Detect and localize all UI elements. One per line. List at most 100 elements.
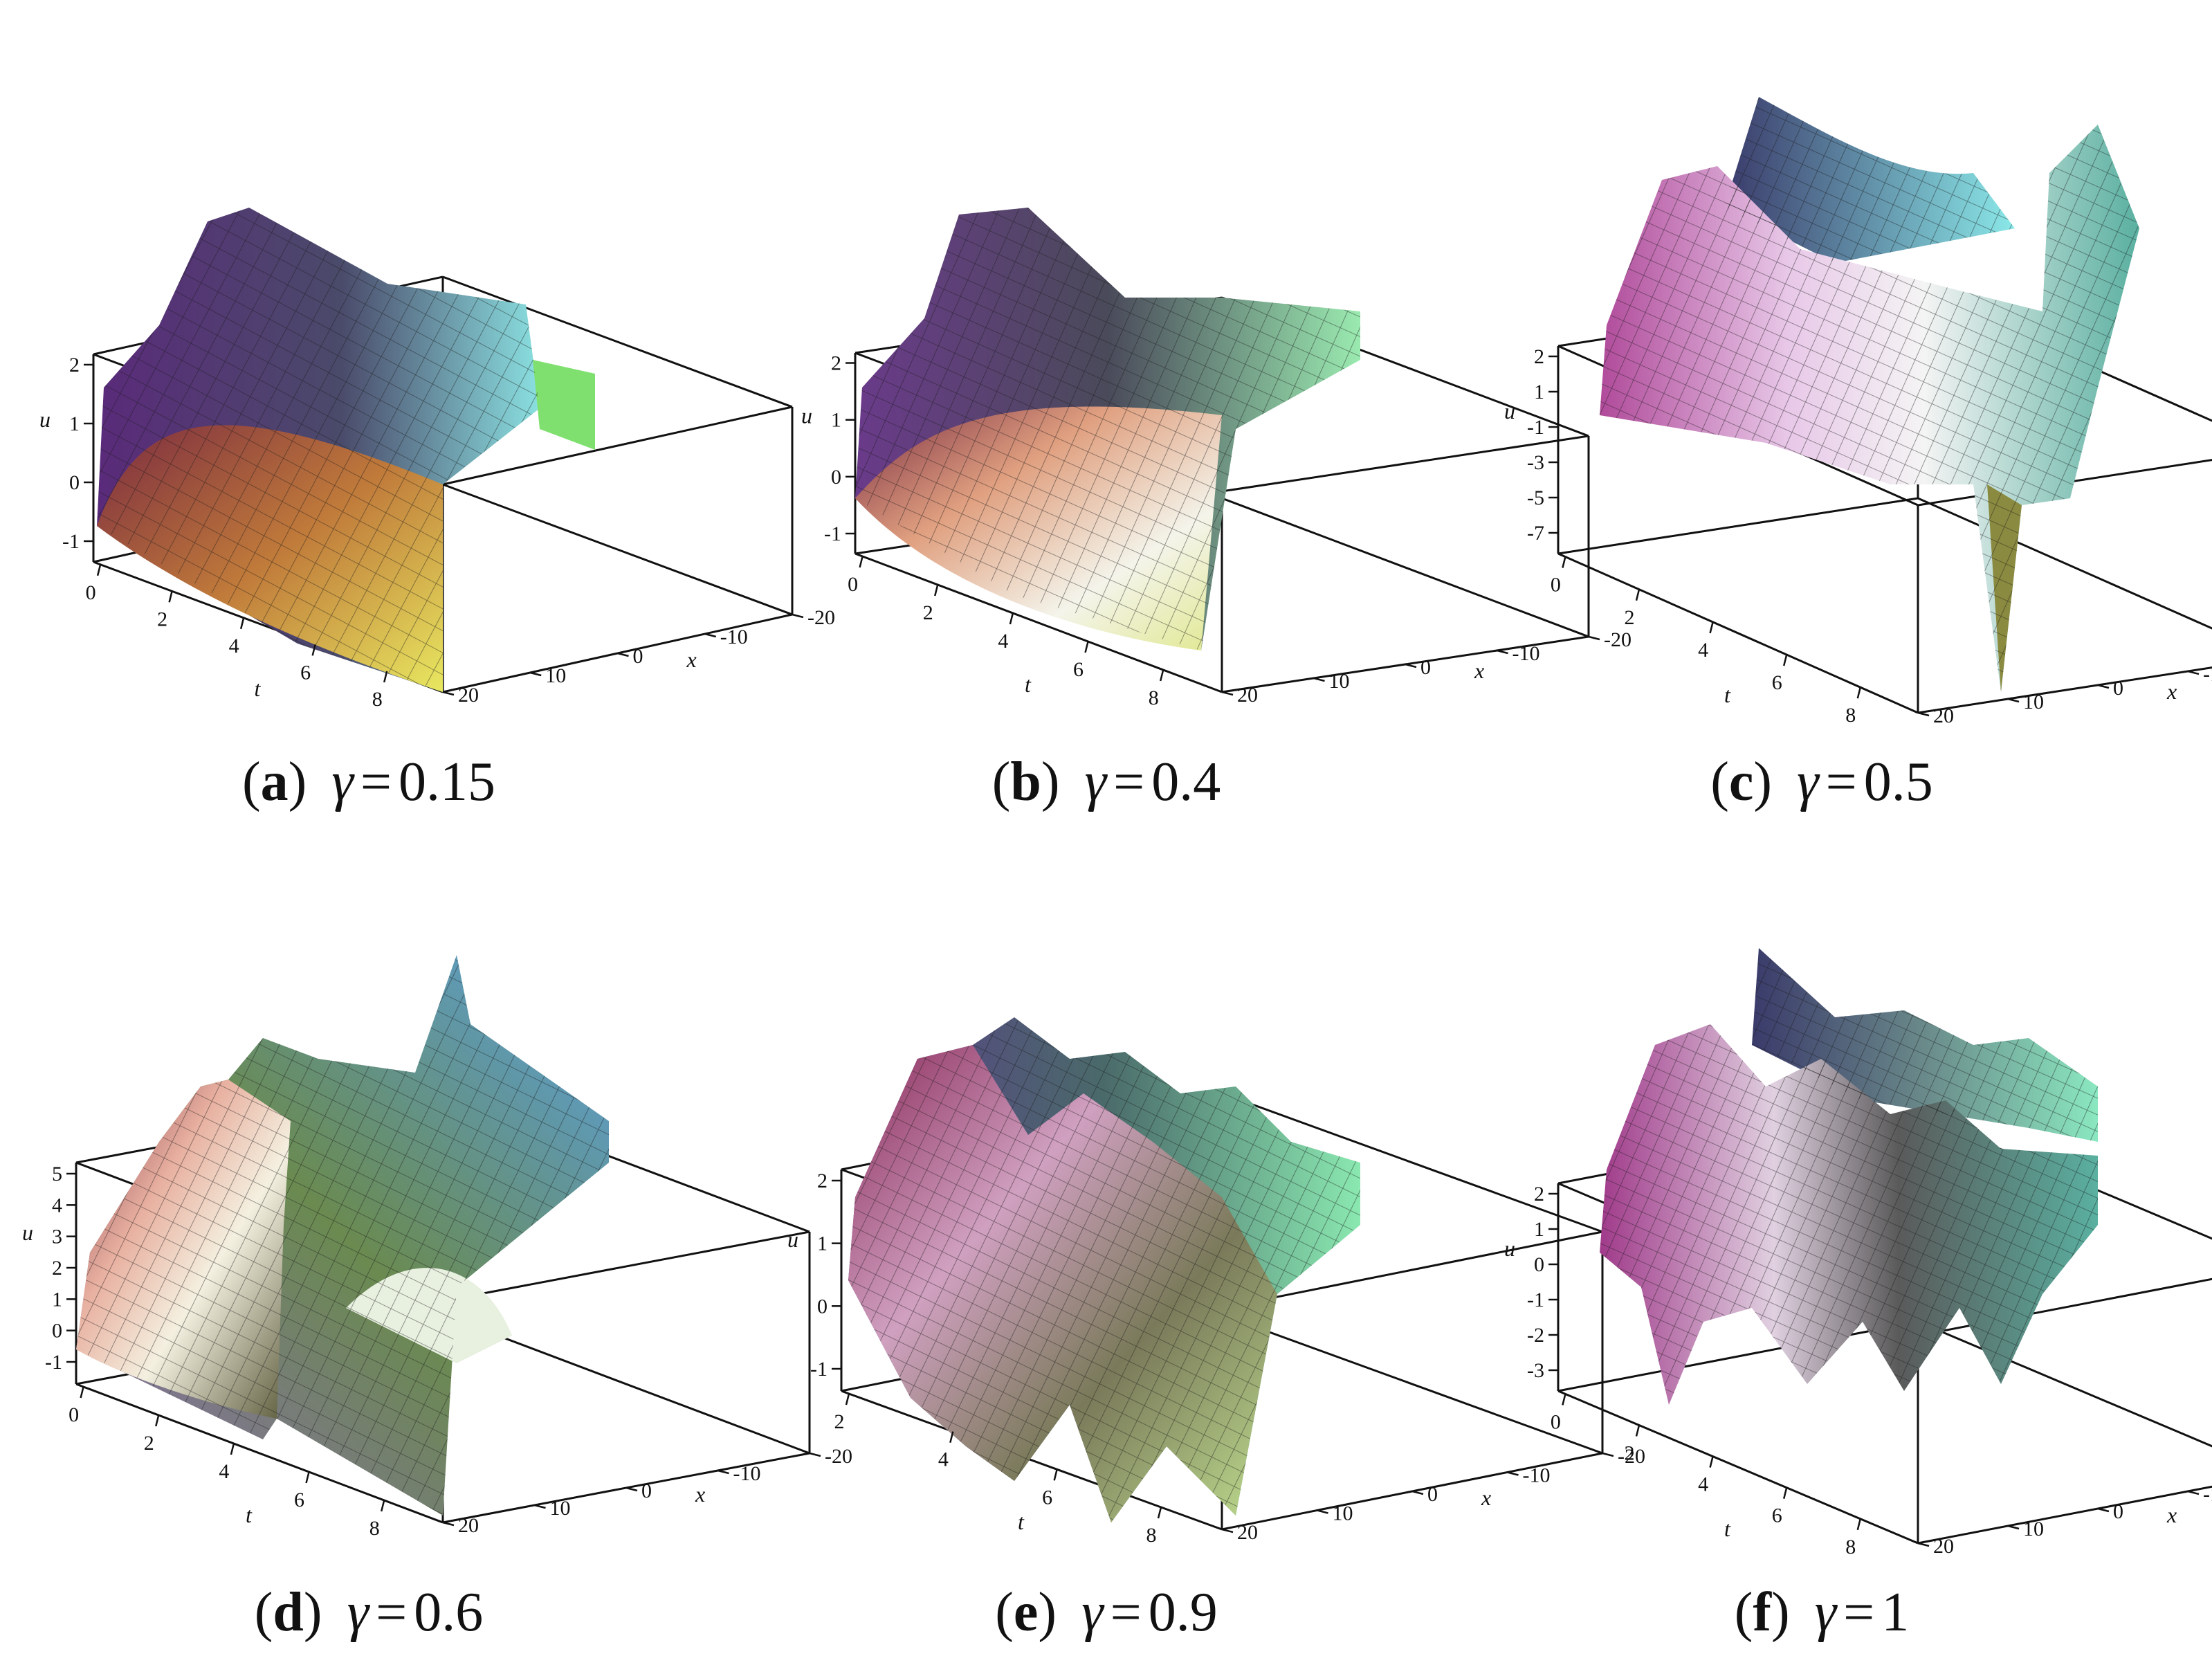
- x-tick-label-d-3: 10: [550, 1497, 571, 1520]
- x-tick-e-4: [1221, 1528, 1234, 1534]
- t-axis-label-b: t: [1025, 672, 1032, 697]
- surface-f: [1600, 948, 2098, 1405]
- t-tick-b-3: [1084, 641, 1089, 653]
- t-tick-d-1: [155, 1414, 160, 1427]
- t-tick-label-a-2: 4: [229, 635, 239, 657]
- z-tick-label-a-0: 2: [69, 354, 80, 376]
- z-tick-label-a-3: -1: [62, 530, 80, 553]
- panel-c: 2 1 -1 -3 -5 -7 u 0 2 4 6 8 t -20 -10 0 10 20 x: [1475, 0, 2212, 837]
- x-tick-label-a-1: -10: [720, 626, 748, 648]
- t-tick-c-4: [1856, 686, 1862, 699]
- t-tick-b-4: [1159, 669, 1164, 682]
- x-tick-label-e-0: -20: [1618, 1445, 1645, 1468]
- x-tick-label-a-4: 20: [458, 684, 479, 707]
- x-tick-f-2: [2097, 1507, 2110, 1513]
- t-tick-label-d-1: 2: [144, 1432, 154, 1455]
- x-tick-f-4: [1917, 1542, 1930, 1547]
- t-tick-label-b-0: 0: [848, 573, 858, 596]
- x-tick-b-2: [1405, 663, 1417, 668]
- caption-d-symbol: γ: [347, 1582, 369, 1643]
- t-axis-label-c: t: [1724, 682, 1731, 707]
- caption-b-label: b: [1010, 752, 1041, 812]
- surface-c: [1600, 97, 2139, 692]
- t-tick-label-f-0: 0: [1551, 1410, 1561, 1433]
- t-tick-b-1: [934, 584, 939, 597]
- x-tick-e-3: [1317, 1509, 1328, 1514]
- z-tick-label-f-5: -3: [1527, 1359, 1544, 1382]
- t-tick-label-b-2: 4: [998, 630, 1008, 653]
- z-tick-label-f-4: -2: [1527, 1324, 1544, 1347]
- panel-b: 2 1 0 -1 u 0 2 4 6 8 t -20 -10 0 10 20 x: [738, 0, 1631, 837]
- t-tick-label-d-4: 8: [369, 1517, 380, 1540]
- t-tick-e-3: [1157, 1507, 1162, 1519]
- z-tick-label-c-2: -1: [1527, 416, 1544, 439]
- t-tick-e-2: [1053, 1469, 1058, 1481]
- t-tick-a-1: [168, 590, 173, 603]
- surface-e: [848, 1017, 1360, 1522]
- z-tick-label-e-2: 0: [817, 1295, 828, 1318]
- z-tick-label-b-1: 1: [831, 409, 841, 432]
- x-tick-label-b-4: 20: [1237, 684, 1258, 707]
- x-tick-d-3: [534, 1504, 546, 1509]
- x-tick-label-f-3: 10: [2023, 1518, 2044, 1540]
- t-tick-e-1: [949, 1431, 954, 1443]
- x-tick-label-c-4: 20: [1933, 704, 1954, 727]
- z-tick-label-e-0: 2: [817, 1170, 828, 1192]
- box-edge-c-0: [1557, 552, 1919, 714]
- t-tick-a-4: [383, 671, 388, 683]
- box-edge-a-6: [442, 275, 793, 408]
- z-tick-label-c-5: -7: [1527, 522, 1544, 545]
- z-axis-label-e: u: [787, 1227, 798, 1252]
- caption-f: (f) γ = 1: [1734, 1582, 1910, 1643]
- panel-d: 5 4 3 2 1 0 -1 u 0 2 4 6 8 t -20 -10 0 10 20 x: [0, 837, 852, 1674]
- box-edge-e-0: [841, 1390, 1223, 1531]
- x-tick-e-2: [1411, 1490, 1424, 1495]
- z-axis-label-a: u: [39, 407, 51, 432]
- t-tick-label-d-2: 4: [219, 1460, 229, 1483]
- t-tick-c-3: [1782, 654, 1788, 666]
- t-tick-a-3: [311, 644, 316, 656]
- x-tick-label-c-1: -10: [2203, 663, 2212, 686]
- t-tick-label-a-1: 2: [157, 608, 167, 630]
- caption-f-symbol: γ: [1814, 1582, 1837, 1643]
- x-tick-a-4: [442, 691, 455, 696]
- x-tick-a-3: [529, 671, 542, 677]
- x-tick-a-1: [704, 633, 717, 638]
- t-tick-label-e-2: 6: [1042, 1486, 1052, 1509]
- t-tick-f-0: [1562, 1394, 1566, 1405]
- caption-d-label: d: [273, 1582, 304, 1643]
- box-edge-c-2: [1917, 497, 2212, 630]
- z-tick-label-f-3: -1: [1527, 1289, 1544, 1311]
- x-tick-e-0: [1602, 1452, 1614, 1457]
- t-axis-label-e: t: [1018, 1509, 1025, 1534]
- x-tick-label-c-3: 10: [2023, 691, 2044, 713]
- x-tick-label-d-2: 0: [641, 1480, 652, 1502]
- x-axis-label-e: x: [1481, 1485, 1491, 1510]
- t-tick-label-f-2: 4: [1698, 1473, 1708, 1496]
- panel-e: 2 1 0 -1 u 2 4 6 8 t -20 -10 0 10 20 x: [738, 837, 1645, 1674]
- t-tick-a-0: [96, 564, 102, 576]
- box-edge-e-2: [1221, 1313, 1603, 1455]
- box-edge-f-3: [1557, 1320, 1919, 1392]
- x-tick-d-2: [625, 1486, 638, 1492]
- box-edge-b-5: [1221, 435, 1589, 493]
- x-axis-label-b: x: [1474, 658, 1484, 683]
- x-tick-c-2: [2097, 684, 2110, 689]
- z-tick-label-c-3: -3: [1527, 451, 1544, 474]
- t-tick-c-1: [1635, 589, 1640, 601]
- caption-d: (d) γ = 0.6: [254, 1582, 484, 1643]
- x-tick-d-1: [717, 1469, 729, 1475]
- z-tick-label-d-5: 0: [52, 1320, 62, 1343]
- box-edge-d-5: [442, 1230, 810, 1302]
- z-tick-label-b-3: -1: [824, 522, 841, 545]
- z-axis-label-b: u: [801, 403, 812, 428]
- x-tick-label-e-2: 0: [1427, 1483, 1438, 1506]
- caption-e-symbol: γ: [1081, 1582, 1104, 1643]
- z-tick-label-d-3: 2: [52, 1257, 62, 1280]
- t-tick-f-4: [1856, 1518, 1862, 1531]
- caption-a: (a) γ = 0.15: [242, 752, 495, 812]
- box-edge-f-0: [1557, 1390, 1919, 1545]
